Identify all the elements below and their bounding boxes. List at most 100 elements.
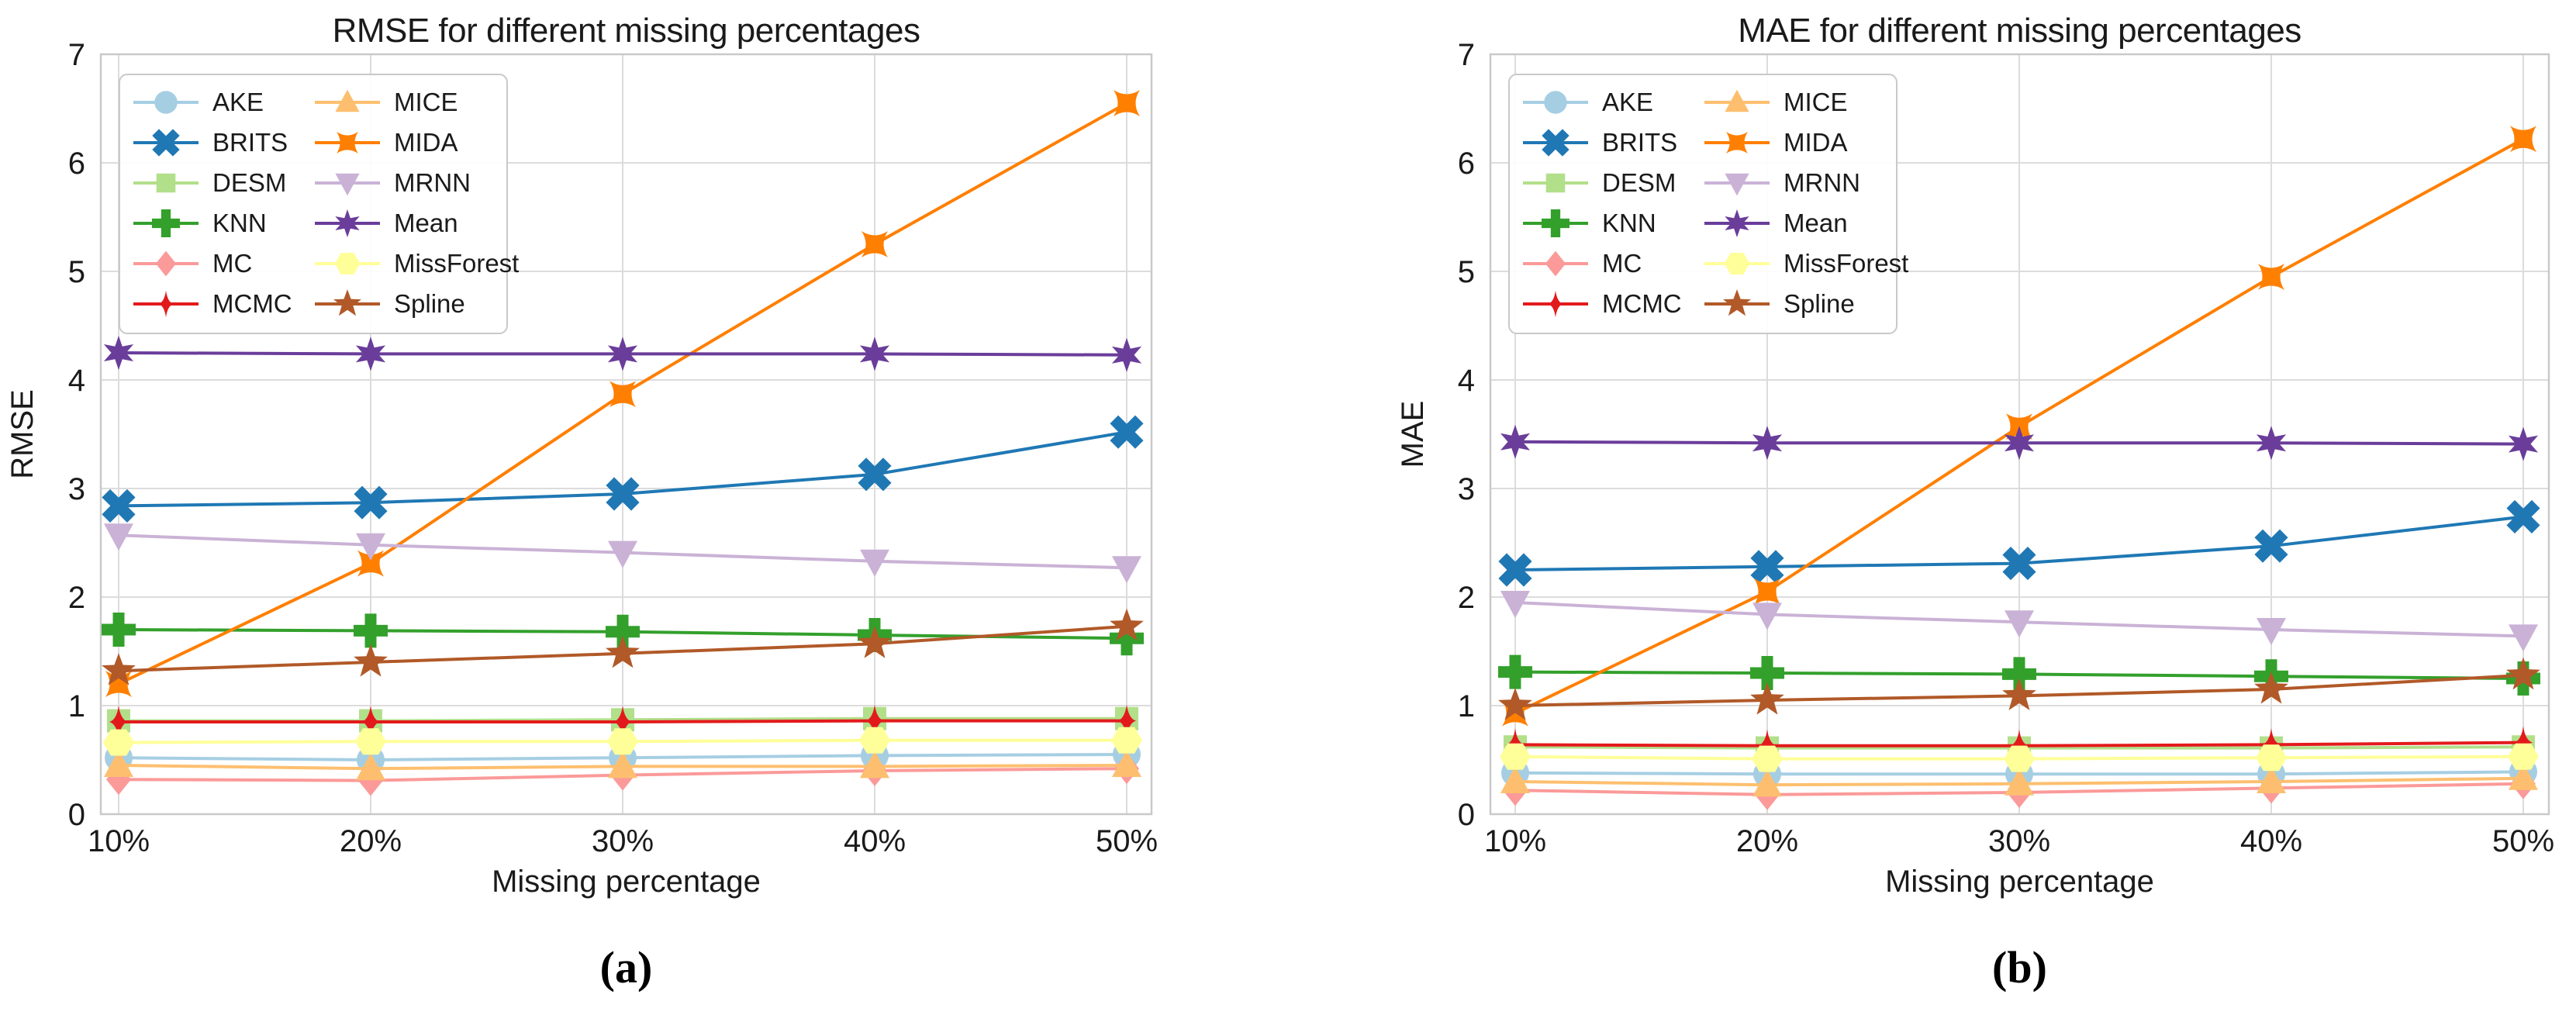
legend-entry-missforest: MissForest: [1704, 249, 1908, 278]
legend-label: Spline: [394, 289, 465, 318]
thin-diamond-icon: [109, 706, 128, 738]
star-icon: [1750, 682, 1784, 715]
data-point: [1752, 426, 1783, 461]
series-brits: [102, 415, 1144, 523]
six-point-star-icon: [335, 209, 360, 238]
data-point: [865, 704, 884, 737]
data-point: [1752, 769, 1782, 797]
series-mrnn: [104, 523, 1141, 584]
legend-label: BRITS: [1602, 128, 1677, 157]
diamond-icon: [106, 764, 131, 796]
x-cross-icon: [2002, 547, 2036, 581]
x-tick-label: 20%: [340, 824, 402, 858]
legend-marker: [1726, 132, 1748, 154]
legend-label: AKE: [1602, 88, 1653, 116]
legend-entry-ake: AKE: [1523, 88, 1653, 116]
series-mice: [104, 750, 1141, 781]
triangle-up-icon: [608, 751, 637, 779]
hexagon-icon: [1500, 743, 1531, 770]
hexagon-icon: [1752, 745, 1783, 772]
star-icon: [606, 635, 640, 668]
data-point: [2257, 618, 2286, 645]
data-point: [1112, 556, 1141, 584]
four-point-star-icon: [1114, 90, 1140, 116]
legend-marker: [1548, 290, 1563, 318]
legend-entry-mida: MIDA: [1704, 128, 1848, 157]
y-tick-label: 1: [1458, 689, 1475, 723]
star-icon: [2254, 671, 2288, 704]
data-point: [2509, 624, 2538, 652]
legend-marker: [1544, 91, 1567, 114]
legend-label: MIDA: [1784, 128, 1848, 157]
series-layer: [102, 90, 1144, 796]
data-point: [1750, 682, 1784, 715]
legend-marker: [158, 290, 174, 318]
triangle-down-icon: [104, 523, 133, 551]
x-tick-label: 50%: [2492, 824, 2554, 858]
data-point: [1500, 591, 1530, 618]
legend-marker: [154, 91, 178, 114]
data-point: [102, 653, 136, 685]
data-point: [2510, 126, 2536, 153]
plus-icon: [2002, 657, 2036, 692]
y-tick-label: 7: [1458, 38, 1475, 72]
data-point: [606, 635, 640, 668]
data-point: [355, 728, 386, 755]
legend-marker: [1545, 173, 1566, 193]
four-point-star-icon: [1754, 578, 1780, 605]
x-cross-icon: [858, 457, 892, 492]
legend-marker: [1725, 209, 1749, 238]
data-point: [1752, 602, 1782, 630]
x-axis-label: Missing percentage: [1885, 865, 2154, 899]
triangle-up-icon: [2005, 768, 2034, 796]
x-cross-icon: [1498, 553, 1532, 587]
data-point: [104, 523, 133, 551]
data-point: [1750, 550, 1784, 584]
legend-marker: [1725, 173, 1749, 196]
data-point: [103, 336, 134, 370]
legend-entry-mrnn: MRNN: [315, 168, 471, 197]
x-tick-label: 30%: [592, 824, 654, 858]
legend-marker: [1723, 289, 1751, 316]
legend-label: BRITS: [212, 128, 288, 157]
legend-label: Mean: [1784, 209, 1848, 237]
data-point: [606, 477, 640, 511]
legend-label: MC: [1602, 249, 1642, 278]
legend: AKEBRITSDESMKNNMCMCMCMICEMIDAMRNNMeanMis…: [1508, 74, 1908, 334]
six-point-star-icon: [1752, 426, 1783, 461]
x-tick-label: 40%: [844, 824, 906, 858]
data-point: [1754, 578, 1780, 605]
data-point: [2254, 529, 2288, 563]
chart-title: MAE for different missing percentages: [1738, 12, 2301, 50]
legend-marker: [1542, 129, 1569, 157]
triangle-up-icon: [1500, 766, 1530, 793]
data-point: [607, 728, 638, 755]
legend-label: Spline: [1784, 289, 1855, 318]
square-icon: [1545, 173, 1566, 193]
data-point: [1752, 745, 1783, 772]
legend-label: MCMC: [1602, 289, 1682, 318]
data-point: [2002, 657, 2036, 692]
six-point-star-icon: [607, 337, 638, 371]
legend-label: DESM: [1602, 168, 1676, 197]
circle-icon: [1544, 91, 1567, 114]
star-icon: [354, 644, 388, 677]
data-point: [2508, 743, 2539, 770]
data-point: [354, 613, 388, 648]
data-point: [2002, 547, 2036, 581]
legend-entry-mcmc: MCMC: [1523, 289, 1682, 318]
legend: AKEBRITSDESMKNNMCMCMCMICEMIDAMRNNMeanMis…: [119, 74, 519, 334]
x-cross-icon: [354, 485, 388, 520]
thin-diamond-icon: [2514, 726, 2533, 759]
triangle-down-icon: [1752, 602, 1782, 630]
six-point-star-icon: [2256, 426, 2287, 461]
six-point-star-icon: [1725, 209, 1749, 238]
series-spline: [102, 608, 1144, 685]
series-missforest: [1500, 743, 2539, 772]
data-point: [2002, 678, 2036, 710]
triangle-down-icon: [2005, 610, 2034, 638]
y-tick-label: 5: [68, 255, 85, 289]
triangle-up-icon: [2257, 766, 2286, 793]
series-missforest: [103, 727, 1142, 756]
data-point: [355, 337, 386, 371]
